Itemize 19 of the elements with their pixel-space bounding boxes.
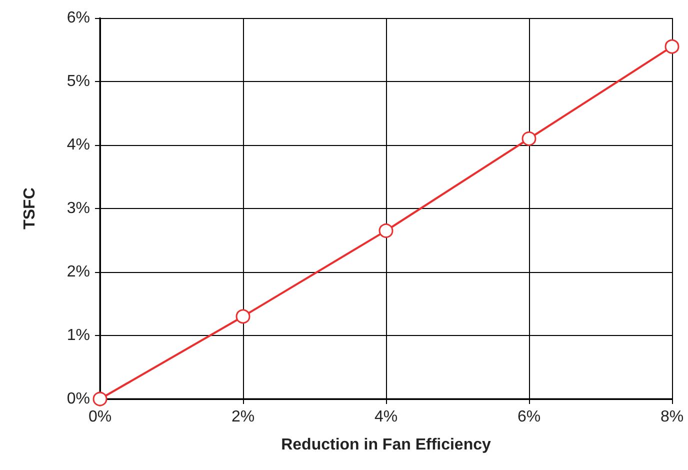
y-tick-label: 0% bbox=[66, 390, 90, 408]
x-tick-label: 6% bbox=[517, 408, 541, 426]
y-tick-label: 2% bbox=[66, 264, 90, 280]
x-tick-label: 0% bbox=[88, 408, 112, 426]
x-axis-title: Reduction in Fan Efficiency bbox=[281, 436, 491, 454]
y-tick-label: 4% bbox=[66, 136, 90, 154]
y-tick-label: 5% bbox=[66, 73, 90, 90]
x-tick-label: 8% bbox=[660, 408, 684, 426]
point bbox=[378, 223, 394, 238]
x-tick-label: 2% bbox=[231, 408, 255, 426]
point bbox=[664, 39, 680, 54]
point bbox=[92, 392, 108, 406]
point bbox=[522, 131, 536, 146]
y-tick-label: 1% bbox=[66, 327, 90, 344]
y-tick-label: 3% bbox=[66, 200, 90, 217]
x-tick-label: 4% bbox=[374, 408, 398, 426]
y-axis-title: TSFC bbox=[22, 187, 38, 230]
point bbox=[236, 309, 250, 324]
y-tick-label: 6% bbox=[66, 10, 90, 26]
